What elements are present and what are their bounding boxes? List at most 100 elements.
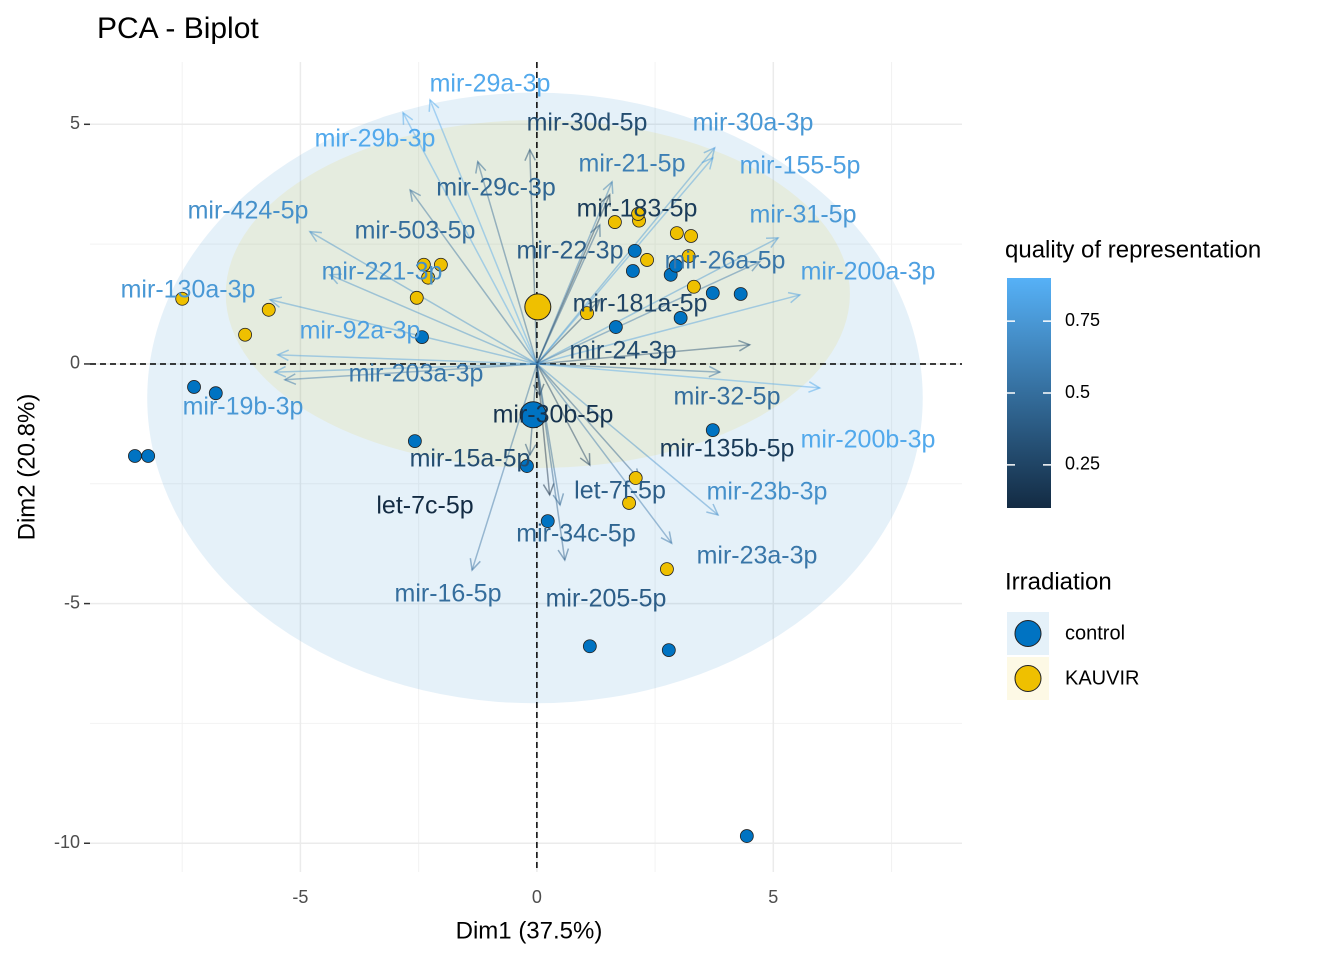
arrow-head	[590, 223, 601, 237]
group-mean	[519, 401, 547, 429]
variable-label: mir-200a-3p	[801, 258, 936, 286]
variable-arrow	[536, 363, 641, 481]
arrow-head	[524, 147, 537, 161]
variable-label: mir-130a-3p	[121, 276, 256, 304]
individual-point	[739, 829, 754, 843]
variable-label: mir-21-5p	[579, 150, 686, 178]
individual-point	[628, 471, 643, 485]
individual-point	[261, 302, 276, 317]
variable-arrow	[536, 363, 673, 544]
legend-label: control	[1065, 622, 1125, 644]
arrow-head	[703, 146, 716, 160]
variable-arrow	[477, 161, 538, 365]
variable-label: mir-200b-3p	[801, 426, 936, 454]
colorbar-title: quality of representation	[1005, 236, 1261, 263]
arrow-head	[542, 483, 555, 497]
variable-label: let-7f-5p	[574, 477, 666, 505]
arrow-head	[469, 558, 481, 572]
confidence-ellipse	[147, 92, 923, 704]
individual-point	[622, 496, 636, 510]
individual-point	[175, 291, 190, 306]
variable-arrow	[536, 363, 591, 466]
colorbar-label: 0.5	[1065, 382, 1090, 402]
individual-point	[684, 229, 698, 243]
variable-label: mir-23b-3p	[707, 478, 828, 506]
arrow-head	[706, 503, 720, 517]
arrow-head	[602, 180, 614, 194]
variable-label: mir-22-3p	[517, 237, 624, 265]
chart-title: PCA - Biplot	[97, 12, 259, 45]
individual-point	[582, 639, 597, 654]
y-tick-label: -5	[64, 592, 80, 612]
variable-label: mir-15a-5p	[410, 445, 531, 473]
plot-panel: mir-29a-3p mir-29b-3p mir-30d-5p mir-30a-3p…	[84, 62, 962, 872]
arrow-head	[276, 349, 290, 362]
individual-point	[640, 253, 654, 267]
variable-arrow	[536, 363, 551, 495]
variable-arrow	[284, 363, 537, 381]
arrow-head	[532, 383, 545, 397]
variable-label: mir-181a-5p	[573, 290, 708, 318]
individual-point	[705, 423, 720, 437]
legend-marker	[1014, 665, 1042, 692]
arrow-head	[747, 260, 762, 272]
variable-label: mir-155-5p	[740, 152, 861, 180]
individual-point	[669, 226, 684, 241]
variable-label: mir-29c-3p	[436, 174, 555, 202]
variable-label: mir-29b-3p	[315, 125, 436, 153]
group-mean	[524, 293, 552, 321]
individual-point	[409, 290, 424, 305]
individual-point	[415, 330, 429, 345]
variable-arrow	[277, 354, 537, 365]
variable-label: mir-24-3p	[570, 337, 677, 365]
arrow-head	[588, 298, 601, 312]
arrow-head	[524, 443, 537, 457]
legend-label: KAUVIR	[1065, 667, 1139, 689]
arrow-head	[428, 98, 440, 112]
variable-arrow	[402, 112, 538, 365]
variable-label: mir-31-5p	[750, 201, 857, 229]
individual-point	[627, 243, 642, 258]
variable-label: let-7c-5p	[376, 492, 473, 520]
variable-arrow	[536, 294, 800, 365]
colorbar-label: 0.25	[1065, 454, 1100, 474]
variable-arrow	[536, 363, 720, 373]
variable-arrow	[536, 363, 566, 561]
individual-point	[187, 380, 201, 394]
variable-label: mir-16-5p	[395, 580, 502, 608]
arrow-head	[475, 160, 487, 174]
variable-label: mir-205-5p	[546, 585, 667, 613]
individual-point	[661, 643, 676, 657]
variable-arrow	[536, 157, 714, 365]
arrow-head	[283, 373, 297, 385]
variable-arrow	[536, 181, 613, 365]
arrow-head	[808, 381, 822, 393]
individual-point	[608, 215, 622, 229]
variable-label: mir-30a-3p	[693, 109, 814, 137]
individual-point	[705, 286, 720, 300]
variable-arrow	[529, 149, 538, 364]
arrow-head	[660, 531, 673, 545]
colorbar-label: 0.75	[1065, 310, 1100, 330]
individual-point	[625, 264, 640, 278]
individual-point	[580, 306, 594, 321]
individual-point	[660, 562, 674, 576]
individual-point	[407, 434, 422, 449]
individual-point	[608, 320, 623, 334]
individual-point	[681, 249, 696, 264]
variable-label: mir-23a-3p	[697, 542, 818, 570]
variable-label: mir-424-5p	[188, 197, 309, 225]
variable-arrow	[269, 298, 538, 365]
individual-point	[208, 386, 223, 401]
individual-point	[128, 449, 142, 463]
variable-arrow	[536, 147, 716, 365]
variable-arrow	[536, 224, 601, 365]
individual-point	[520, 459, 534, 473]
x-tick-label: -5	[292, 887, 308, 907]
variable-arrow	[274, 363, 537, 373]
y-tick-label: 0	[70, 353, 80, 373]
arrow-head	[402, 111, 414, 125]
individual-point	[421, 270, 436, 285]
